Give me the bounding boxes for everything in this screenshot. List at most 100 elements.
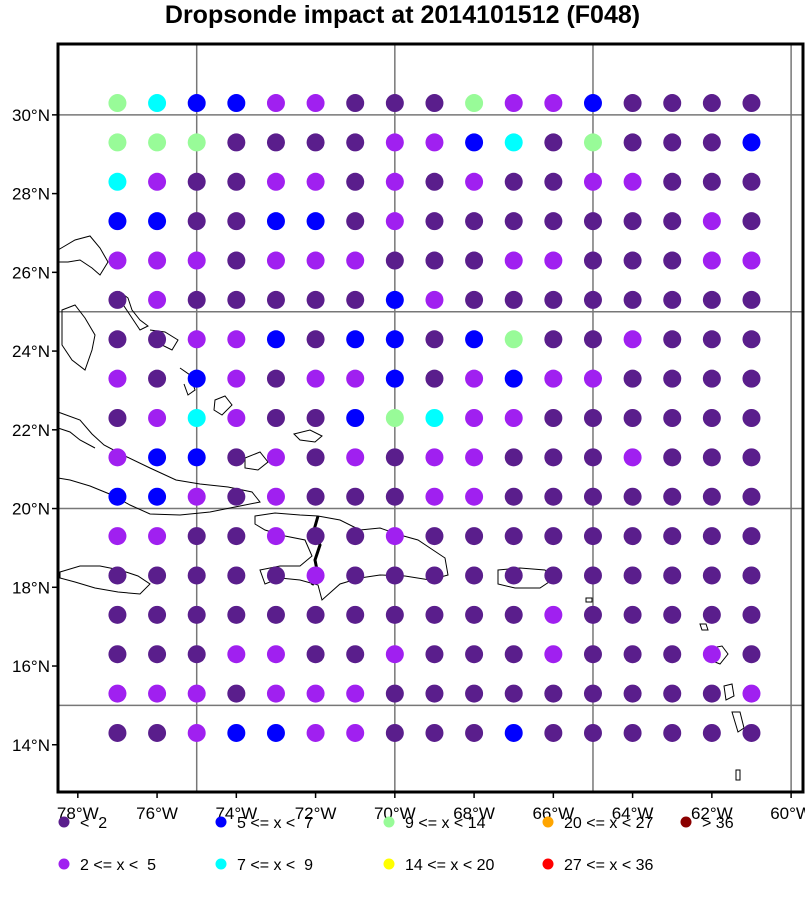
x-tick-label: 74°W — [215, 804, 257, 823]
impact-point — [385, 527, 404, 546]
impact-point — [623, 172, 642, 191]
impact-point — [623, 487, 642, 506]
impact-point — [108, 448, 127, 467]
impact-point — [306, 409, 325, 427]
impact-point — [385, 487, 404, 506]
impact-point — [504, 251, 523, 270]
impact-point — [702, 605, 721, 624]
legend-label: 2 <= x < 5 — [80, 857, 156, 874]
y-tick-label: 16°N — [12, 657, 50, 676]
impact-point — [227, 645, 246, 664]
impact-point — [108, 566, 127, 585]
impact-point — [148, 369, 167, 388]
coast-turks-caicos — [293, 429, 323, 443]
impact-point — [108, 133, 127, 152]
impact-point — [465, 290, 484, 309]
impact-point — [742, 723, 761, 742]
legend-label: 9 <= x < 14 — [405, 815, 486, 832]
impact-point — [148, 330, 167, 349]
coast-grand-bahama — [57, 235, 109, 276]
impact-point — [663, 566, 682, 585]
map-title: Dropsonde impact at 2014101512 (F048) — [164, 1, 641, 29]
impact-point — [504, 448, 523, 467]
impact-point — [465, 330, 484, 349]
impact-point — [742, 133, 761, 152]
impact-point — [148, 527, 167, 546]
legend: < 2 2 <= x < 5 5 <= x < 7 7 <= x < 9 9 <= x … — [58, 815, 734, 874]
legend-label: 20 <= x < 27 — [564, 815, 654, 832]
impact-point — [663, 723, 682, 742]
impact-point — [306, 94, 325, 113]
y-tick-label: 22°N — [12, 421, 50, 440]
impact-point — [385, 645, 404, 664]
coast-andros — [61, 304, 96, 371]
coast-hispaniola — [254, 512, 449, 601]
impact-point — [702, 290, 721, 309]
impact-point — [742, 645, 761, 664]
impact-point — [465, 409, 484, 427]
impact-point — [742, 448, 761, 467]
impact-point — [108, 487, 127, 506]
impact-point — [702, 172, 721, 191]
impact-point — [108, 645, 127, 664]
impact-point — [742, 172, 761, 191]
impact-point — [663, 409, 682, 427]
impact-point — [306, 684, 325, 703]
coast-lesser-antilles-2 — [723, 683, 735, 701]
impact-point — [385, 566, 404, 585]
impact-point — [306, 566, 325, 585]
impact-point — [583, 172, 602, 191]
impact-point — [583, 133, 602, 152]
impact-point — [583, 645, 602, 664]
impact-point — [425, 605, 444, 624]
impact-point — [266, 684, 285, 703]
impact-point — [425, 723, 444, 742]
x-tick-label: 68°W — [453, 804, 495, 823]
impact-point — [504, 409, 523, 427]
impact-point — [148, 487, 167, 506]
impact-point — [306, 251, 325, 270]
y-tick-label: 20°N — [12, 500, 50, 519]
impact-point — [187, 369, 206, 388]
x-tick-label: 62°W — [691, 804, 733, 823]
coast-puerto-rico — [497, 567, 553, 589]
impact-point — [306, 133, 325, 152]
impact-point — [425, 684, 444, 703]
impact-point — [266, 566, 285, 585]
impact-point — [306, 645, 325, 664]
impact-point — [544, 409, 563, 427]
impact-point — [227, 290, 246, 309]
impact-point — [583, 723, 602, 742]
impact-point — [266, 723, 285, 742]
impact-point — [504, 172, 523, 191]
impact-point — [385, 369, 404, 388]
impact-point — [583, 605, 602, 624]
impact-point — [266, 251, 285, 270]
impact-point — [544, 212, 563, 231]
impact-point — [187, 566, 206, 585]
impact-point — [702, 409, 721, 427]
impact-point — [504, 487, 523, 506]
impact-point — [425, 330, 444, 349]
coast-jamaica — [59, 565, 151, 595]
impact-point — [148, 133, 167, 152]
impact-point — [663, 251, 682, 270]
impact-point — [583, 527, 602, 546]
impact-point — [544, 290, 563, 309]
coast-long-island — [179, 367, 196, 396]
impact-point — [623, 605, 642, 624]
impact-point — [266, 330, 285, 349]
impact-point — [583, 290, 602, 309]
y-tick-label: 28°N — [12, 185, 50, 204]
impact-point — [623, 251, 642, 270]
x-tick-label: 64°W — [612, 804, 654, 823]
impact-point — [148, 94, 167, 113]
impact-point — [187, 290, 206, 309]
impact-point — [187, 172, 206, 191]
impact-point — [742, 487, 761, 506]
impact-point — [663, 369, 682, 388]
impact-point — [702, 330, 721, 349]
impact-point — [148, 409, 167, 427]
impact-point — [702, 133, 721, 152]
impact-point — [504, 212, 523, 231]
